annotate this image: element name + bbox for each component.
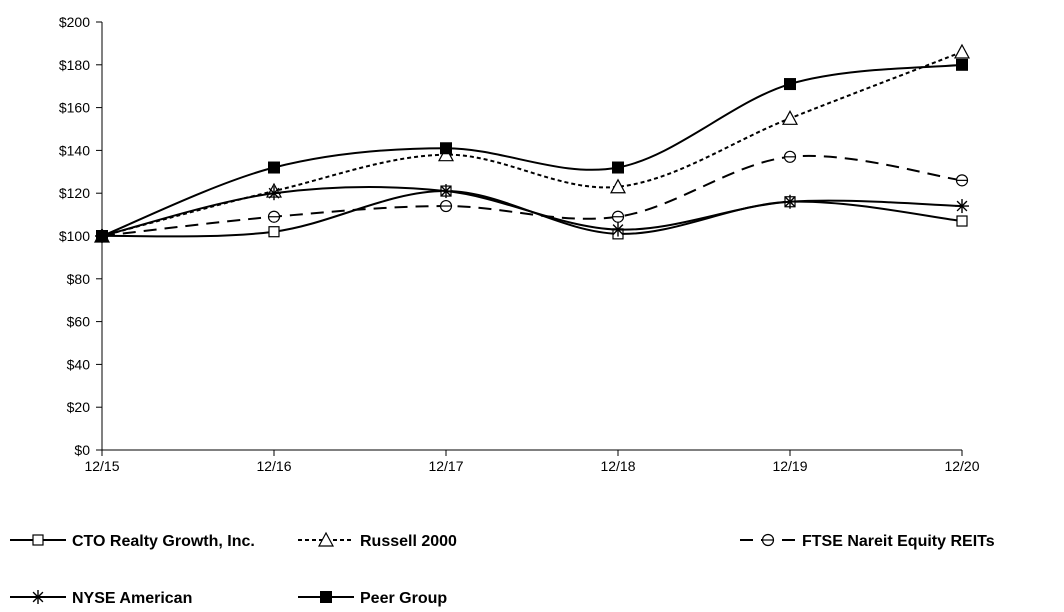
x-tick-label: 12/19	[772, 458, 807, 474]
data-point	[96, 230, 108, 242]
data-point	[784, 78, 796, 91]
y-tick-label: $140	[59, 142, 90, 158]
data-point	[956, 215, 968, 227]
series-line	[101, 154, 963, 237]
data-point	[267, 186, 281, 201]
y-tick-label: $200	[59, 14, 90, 30]
y-tick-label: $0	[74, 442, 90, 458]
series-line	[101, 185, 963, 237]
legend-marker	[31, 590, 45, 604]
x-tick-label: 12/17	[428, 458, 463, 474]
legend-item: Peer Group	[298, 590, 447, 607]
series-line	[101, 63, 963, 237]
series-peer-group	[96, 58, 968, 242]
series-ftse-nareit-equity-reits	[95, 150, 969, 243]
x-tick-label: 12/15	[84, 458, 119, 474]
data-point	[609, 178, 627, 194]
legend-marker	[32, 534, 44, 546]
x-tick-label: 12/16	[256, 458, 291, 474]
data-point	[781, 110, 799, 125]
data-point	[439, 184, 453, 199]
y-tick-label: $120	[59, 185, 90, 201]
x-tick-label: 12/18	[600, 458, 635, 474]
legend-label: CTO Realty Growth, Inc.	[72, 533, 255, 550]
legend-item: CTO Realty Growth, Inc.	[10, 533, 255, 550]
legend-marker	[761, 533, 775, 547]
data-point	[955, 199, 969, 214]
x-tick-label: 12/20	[944, 458, 979, 474]
data-point	[611, 210, 625, 223]
data-point	[783, 150, 797, 163]
legend-label: FTSE Nareit Equity REITs	[802, 533, 995, 550]
y-tick-label: $160	[59, 100, 90, 116]
series-line	[101, 51, 963, 237]
data-point	[268, 226, 280, 238]
y-tick-label: $20	[67, 399, 91, 415]
legend-label: Peer Group	[360, 590, 447, 607]
y-tick-label: $60	[67, 314, 91, 330]
y-tick-label: $100	[59, 228, 90, 244]
legend-marker	[317, 531, 335, 547]
legend-label: Russell 2000	[360, 533, 457, 550]
data-point	[953, 43, 971, 59]
legend-label: NYSE American	[72, 590, 192, 607]
legend-marker	[320, 591, 332, 603]
y-tick-label: $180	[59, 57, 90, 73]
legend-item: NYSE American	[10, 590, 192, 607]
data-point	[611, 222, 625, 237]
y-tick-label: $80	[67, 271, 91, 287]
legend-item: FTSE Nareit Equity REITs	[740, 533, 995, 550]
series-group	[93, 43, 971, 243]
data-point	[267, 210, 281, 223]
data-point	[268, 161, 280, 174]
legend-item: Russell 2000	[298, 531, 457, 550]
data-point	[783, 194, 797, 209]
data-point	[956, 58, 968, 71]
data-point	[439, 199, 453, 213]
axes: $0 $20 $40 $60 $80 $100 $120 $140 $160 $180 $200 12…	[59, 14, 980, 474]
data-point	[955, 174, 969, 187]
data-point	[440, 142, 452, 155]
legend: CTO Realty Growth, Inc. Russell 2000 FTSE …	[10, 531, 995, 607]
y-tick-label: $40	[67, 356, 91, 372]
data-point	[612, 161, 624, 174]
